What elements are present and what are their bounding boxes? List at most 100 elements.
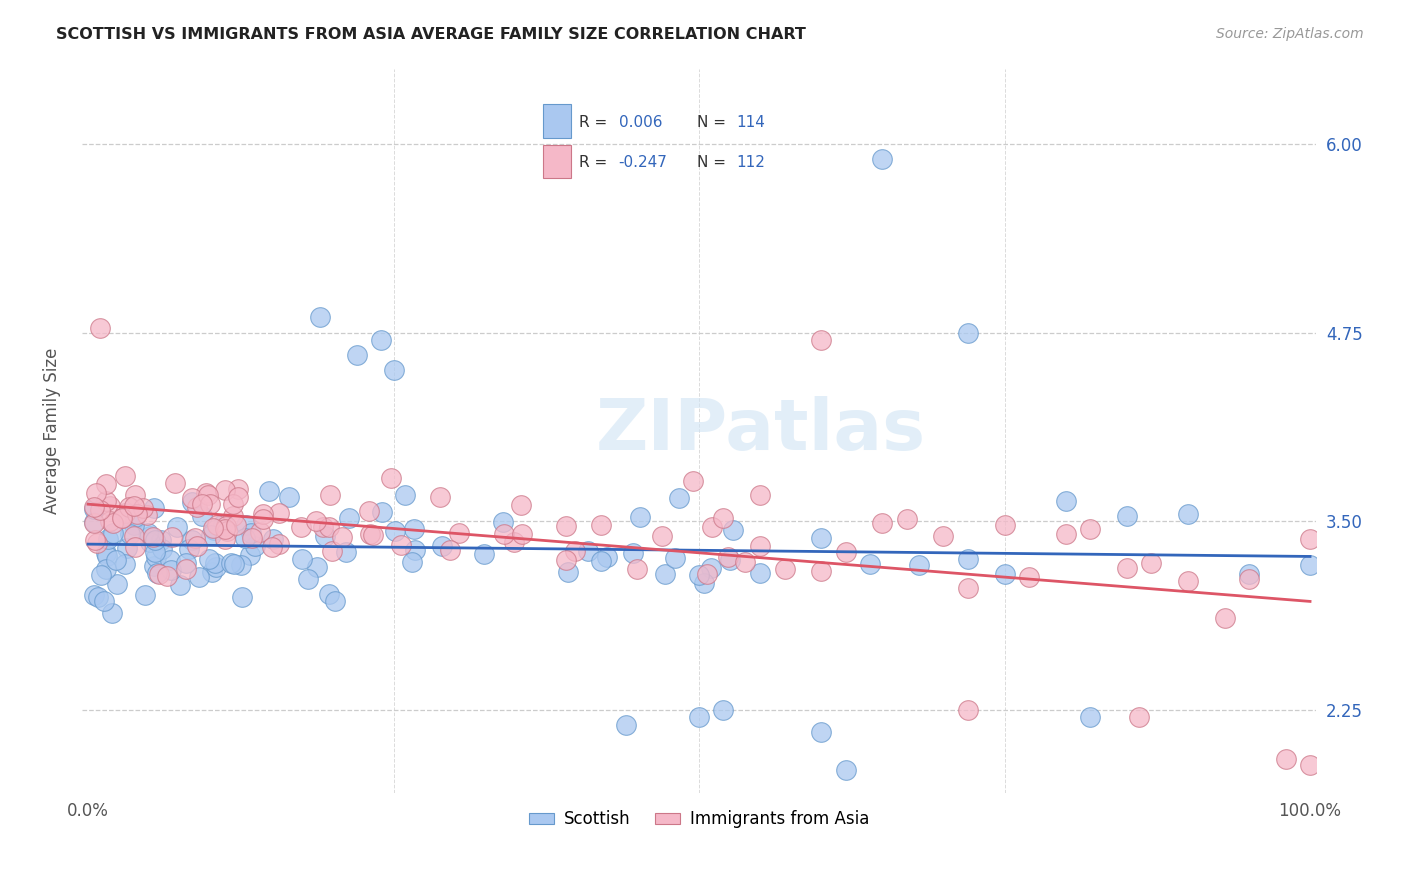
- Point: [993, 517, 1015, 532]
- Point: [94, 494, 117, 508]
- Point: [682, 474, 704, 488]
- Point: [1299, 758, 1322, 772]
- Point: [993, 566, 1015, 581]
- Point: [205, 560, 228, 574]
- Point: [896, 512, 918, 526]
- Point: [235, 518, 257, 533]
- Point: [1078, 710, 1101, 724]
- Point: [174, 562, 197, 576]
- Point: [1115, 561, 1137, 575]
- Point: [160, 530, 183, 544]
- Point: [494, 527, 516, 541]
- Point: [700, 561, 723, 575]
- Point: [114, 468, 136, 483]
- Point: [555, 553, 578, 567]
- Point: [83, 516, 105, 530]
- Point: [290, 520, 312, 534]
- Point: [198, 497, 221, 511]
- Point: [222, 509, 245, 524]
- Point: [101, 525, 124, 540]
- Point: [169, 578, 191, 592]
- Point: [394, 488, 416, 502]
- Point: [194, 485, 217, 500]
- Point: [101, 607, 124, 621]
- Point: [371, 505, 394, 519]
- Point: [626, 562, 648, 576]
- Point: [332, 530, 354, 544]
- Point: [150, 533, 173, 547]
- Point: [214, 519, 236, 533]
- Text: -0.247: -0.247: [619, 155, 668, 169]
- Point: [510, 526, 533, 541]
- Point: [186, 500, 208, 515]
- Point: [654, 566, 676, 581]
- Point: [124, 509, 146, 524]
- Point: [346, 348, 368, 362]
- Point: [125, 508, 148, 522]
- Point: [124, 541, 146, 555]
- Point: [404, 543, 426, 558]
- Point: [89, 503, 111, 517]
- Point: [198, 552, 221, 566]
- Point: [748, 488, 770, 502]
- Point: [231, 591, 253, 605]
- Point: [810, 725, 832, 739]
- Point: [555, 519, 578, 533]
- Point: [557, 565, 579, 579]
- Point: [150, 542, 173, 557]
- Point: [492, 516, 515, 530]
- Point: [628, 509, 651, 524]
- Point: [1274, 752, 1296, 766]
- Point: [335, 545, 357, 559]
- Point: [318, 520, 340, 534]
- Point: [749, 540, 772, 554]
- Point: [291, 551, 314, 566]
- Point: [688, 710, 710, 724]
- Point: [278, 490, 301, 504]
- FancyBboxPatch shape: [543, 104, 571, 138]
- Point: [404, 522, 426, 536]
- Point: [429, 490, 451, 504]
- Point: [233, 531, 256, 545]
- Point: [591, 554, 613, 568]
- Point: [810, 531, 832, 545]
- Point: [187, 570, 209, 584]
- Point: [115, 541, 138, 555]
- Point: [96, 549, 118, 563]
- Point: [252, 512, 274, 526]
- Point: [239, 526, 262, 541]
- Text: R =: R =: [579, 115, 607, 129]
- Point: [156, 569, 179, 583]
- Text: N =: N =: [697, 115, 727, 129]
- Point: [96, 546, 118, 560]
- Point: [93, 594, 115, 608]
- Point: [124, 488, 146, 502]
- Point: [956, 326, 979, 340]
- Point: [105, 576, 128, 591]
- Point: [159, 553, 181, 567]
- Point: [361, 527, 384, 541]
- Point: [214, 483, 236, 497]
- Text: ZIPatlas: ZIPatlas: [596, 396, 925, 465]
- Point: [138, 529, 160, 543]
- Point: [120, 526, 142, 541]
- Point: [578, 544, 600, 558]
- Point: [136, 525, 159, 540]
- Point: [859, 558, 882, 572]
- Point: [1299, 532, 1322, 546]
- Point: [201, 565, 224, 579]
- Point: [200, 527, 222, 541]
- Point: [83, 533, 105, 547]
- Point: [148, 567, 170, 582]
- Point: [180, 533, 202, 547]
- Point: [177, 541, 200, 556]
- Point: [100, 499, 122, 513]
- Point: [749, 566, 772, 580]
- Point: [1054, 527, 1077, 541]
- Point: [259, 484, 281, 499]
- Point: [143, 559, 166, 574]
- Point: [1213, 611, 1236, 625]
- Point: [311, 520, 333, 534]
- Point: [86, 486, 108, 500]
- Point: [591, 518, 613, 533]
